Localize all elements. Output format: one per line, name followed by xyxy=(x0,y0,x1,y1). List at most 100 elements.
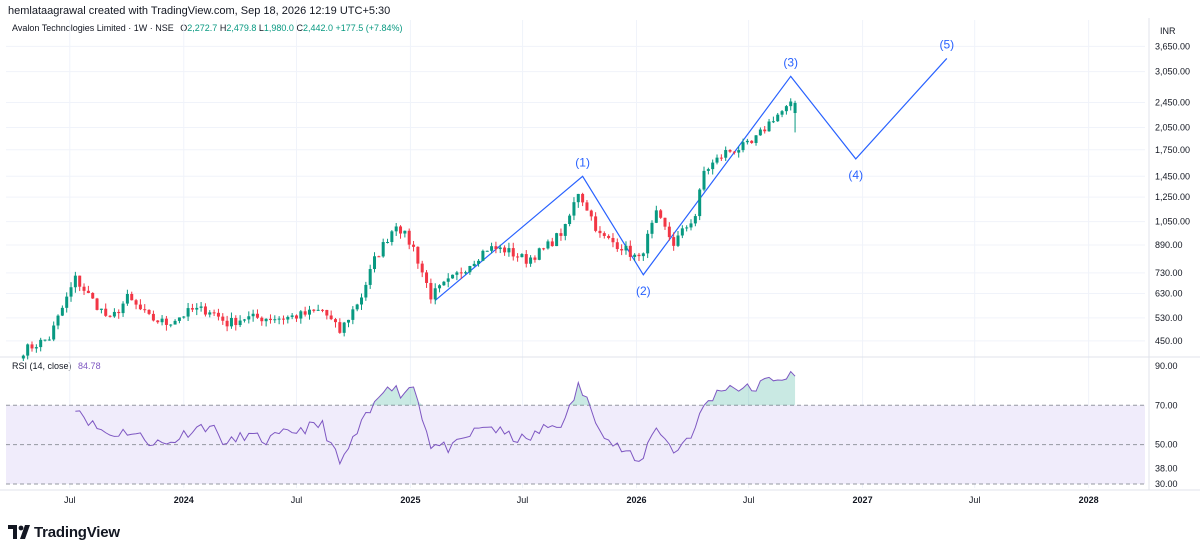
candle xyxy=(26,343,30,360)
candle xyxy=(568,213,572,227)
candle xyxy=(403,230,407,238)
candle xyxy=(82,283,86,295)
candle xyxy=(268,314,272,324)
price-tick-label: 3,050.00 xyxy=(1155,67,1190,77)
candle xyxy=(624,241,628,255)
candle xyxy=(299,310,303,324)
wave-label[interactable]: (3) xyxy=(783,55,798,69)
candle xyxy=(776,112,780,122)
candle xyxy=(229,312,233,329)
candle xyxy=(364,281,368,301)
candle xyxy=(290,313,294,320)
candle xyxy=(702,166,706,192)
candle xyxy=(316,304,320,311)
wave-label[interactable]: (5) xyxy=(939,37,954,51)
candle xyxy=(264,318,268,327)
time-tick-label: 2025 xyxy=(400,495,420,505)
open-value: 2,272.7 xyxy=(187,23,218,33)
candle xyxy=(433,283,437,305)
time-tick-label: 2026 xyxy=(626,495,646,505)
wave-path[interactable] xyxy=(434,58,948,301)
candle xyxy=(329,310,333,321)
candle xyxy=(130,291,134,301)
candle xyxy=(472,260,476,267)
candle xyxy=(576,193,580,208)
candle xyxy=(255,309,259,319)
price-tick-label: 1,250.00 xyxy=(1155,192,1190,202)
tradingview-logo[interactable]: TradingView xyxy=(8,521,120,543)
candle xyxy=(303,306,307,317)
candle xyxy=(494,241,498,254)
candle xyxy=(537,247,541,261)
candle xyxy=(464,270,468,275)
wave-label[interactable]: (1) xyxy=(575,155,590,169)
wave-label[interactable]: (4) xyxy=(848,168,863,182)
candle xyxy=(399,225,403,239)
candle xyxy=(173,319,177,325)
candle xyxy=(455,270,459,281)
candle xyxy=(108,315,112,318)
tradingview-logo-text: TradingView xyxy=(34,523,120,541)
candle xyxy=(784,105,788,115)
candle xyxy=(212,309,216,317)
time-tick-label: Jul xyxy=(64,495,76,505)
candle xyxy=(438,284,442,293)
time-tick-label: Jul xyxy=(743,495,755,505)
rsi-title[interactable]: RSI (14, close) xyxy=(12,361,72,371)
candle xyxy=(780,110,784,118)
candle xyxy=(524,250,528,268)
candle xyxy=(732,151,736,155)
candle xyxy=(56,314,60,330)
candle xyxy=(355,303,359,312)
tradingview-logo-icon xyxy=(8,525,30,539)
candle xyxy=(546,239,550,250)
price-tick-label: 730.00 xyxy=(1155,268,1183,278)
wave-label[interactable]: (2) xyxy=(636,284,651,298)
rsi-axis[interactable]: 30.00 38.00 50.00 70.00 90.00 xyxy=(1155,361,1178,489)
candle xyxy=(360,293,364,310)
rsi-line[interactable] xyxy=(75,370,796,466)
high-value: 2,479.8 xyxy=(226,23,257,33)
candle xyxy=(724,146,728,161)
candle xyxy=(333,317,337,328)
candle xyxy=(693,213,697,227)
candle xyxy=(633,253,637,261)
rsi-overbought-fill xyxy=(370,371,796,406)
chart-credit: hemlataagrawal created with TradingView.… xyxy=(8,5,391,17)
candle xyxy=(21,354,25,362)
price-tick-label: 1,450.00 xyxy=(1155,171,1190,181)
candle xyxy=(69,282,73,302)
low-value: 1,980.0 xyxy=(263,23,294,33)
candle xyxy=(689,219,693,231)
candle xyxy=(533,255,537,263)
candle xyxy=(416,246,420,269)
candle xyxy=(338,318,342,334)
candle xyxy=(446,273,450,288)
candle xyxy=(164,315,168,331)
rsi-tick-label: 38.00 xyxy=(1155,463,1178,473)
time-axis[interactable]: Jul 2024 Jul 2025 Jul 2026 Jul 2027 Jul 2028 xyxy=(64,495,1099,505)
price-tick-label: 630.00 xyxy=(1155,289,1183,299)
candle xyxy=(390,230,394,246)
currency-label: INR xyxy=(1160,26,1176,36)
price-axis[interactable]: 450.00 530.00 630.00 730.00 890.00 1,050.00 1,… xyxy=(1155,41,1190,346)
candle xyxy=(442,280,446,286)
candle xyxy=(156,320,160,324)
candle xyxy=(758,127,762,136)
candle xyxy=(134,298,138,310)
time-tick-label: 2028 xyxy=(1079,495,1099,505)
rsi-series xyxy=(75,370,796,466)
candle xyxy=(86,285,90,294)
candle xyxy=(234,315,238,331)
low-label: L xyxy=(258,23,264,33)
rsi-tick-label: 50.00 xyxy=(1155,440,1178,450)
candle xyxy=(325,309,329,320)
candle xyxy=(368,264,372,289)
time-tick-label: Jul xyxy=(291,495,303,505)
candle xyxy=(542,247,546,251)
candle xyxy=(39,337,43,352)
candle xyxy=(281,315,285,325)
candle xyxy=(121,301,125,317)
symbol-title[interactable]: Avalon Technologies Limited · 1W · NSE xyxy=(12,23,174,33)
